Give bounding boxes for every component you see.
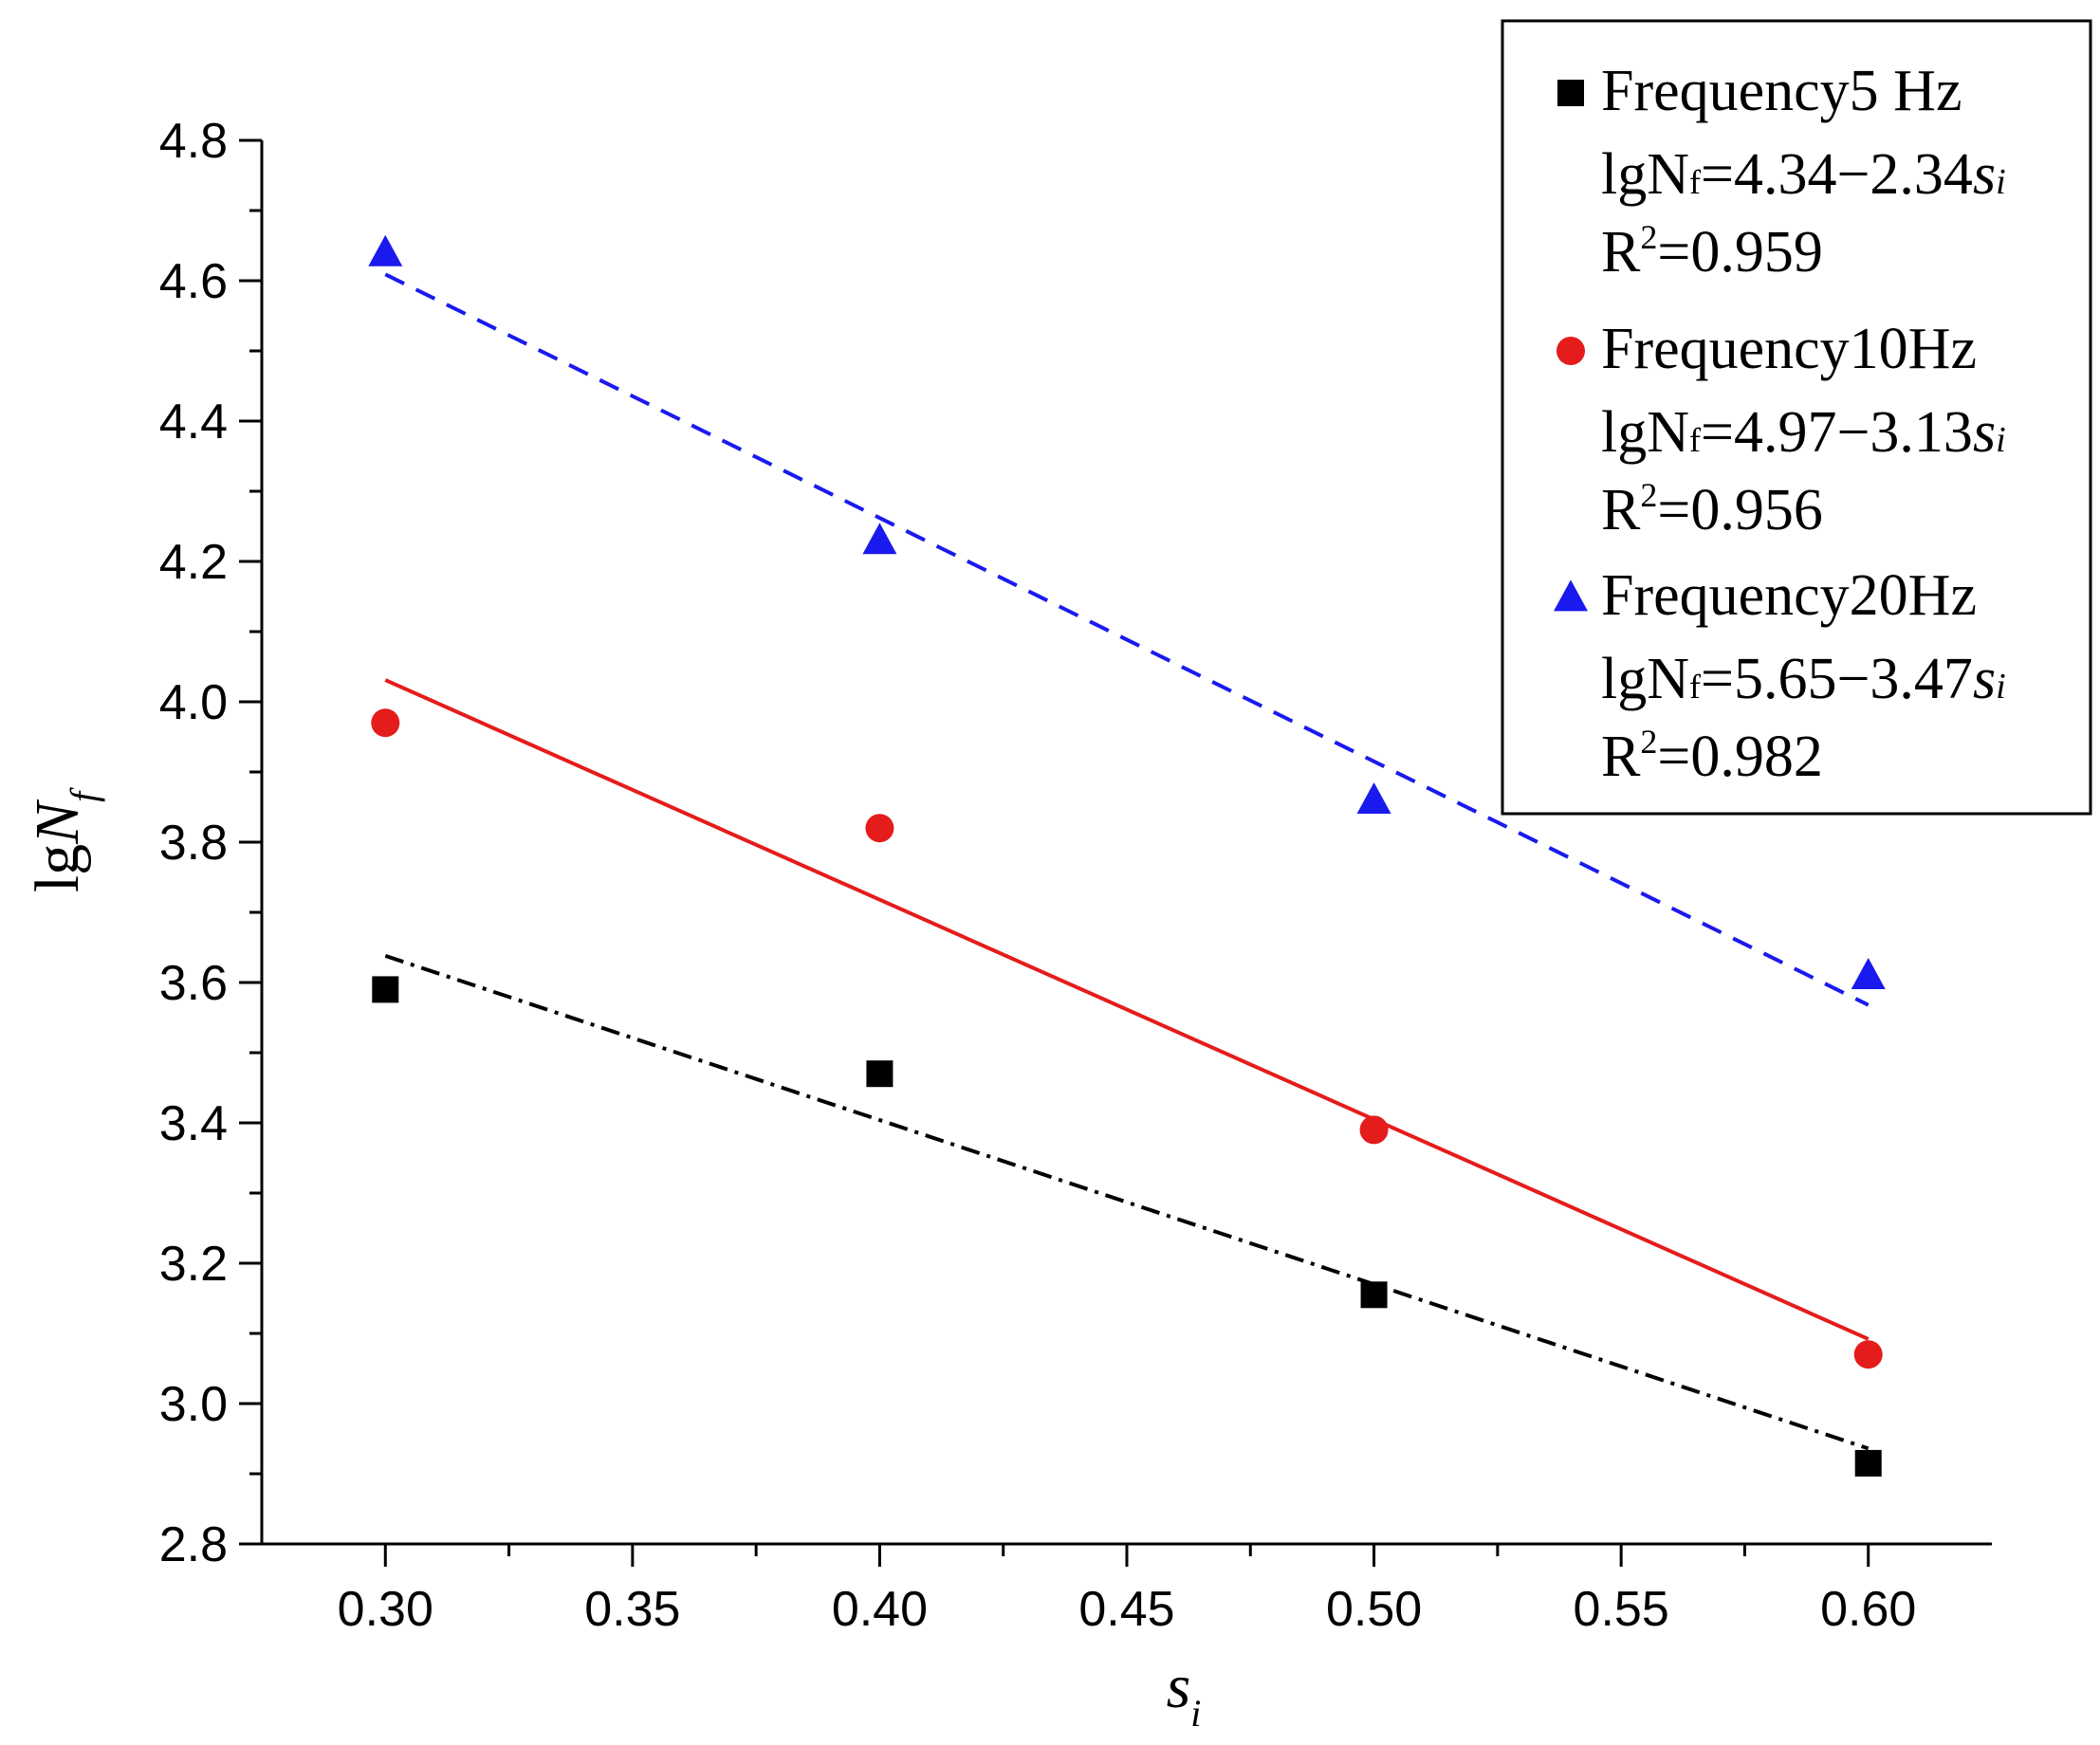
y-tick-label: 3.6 [159,956,228,1011]
legend-label-3: Frequency20Hz [1601,563,1977,628]
y-tick-label: 3.0 [159,1377,228,1432]
x-axis-title: si [1167,1652,1202,1735]
r2-prefix: R [1601,478,1641,542]
equation-var-sub: i [1996,162,2006,202]
data-point-s2-1 [371,708,400,738]
equation-prefix: lgN [1601,400,1689,465]
r2-sup: 2 [1640,723,1657,761]
equation-sub: f [1689,163,1701,201]
r2-prefix: R [1601,220,1641,285]
y-tick-label: 4.0 [159,675,228,730]
legend-equation-3: lgNf=5.65−3.47si [1601,647,2006,711]
data-point-s2-2 [865,814,894,843]
y-tick-label: 3.8 [159,816,228,871]
equation-prefix: lgN [1601,647,1689,711]
legend-label-1: Frequency5 Hz [1601,59,1962,123]
legend-r2-3: R2=0.982 [1601,723,1823,789]
r2-body: =0.959 [1657,220,1822,285]
legend-r2-2: R2=0.956 [1601,476,1823,542]
legend-r2-1: R2=0.959 [1601,218,1823,285]
r2-body: =0.956 [1657,478,1822,542]
y-tick-label: 2.8 [159,1517,228,1572]
legend-equation-2: lgNf=4.97−3.13si [1601,400,2006,465]
equation-var-sub: i [1996,667,2006,707]
r2-body: =0.982 [1657,725,1822,789]
fit-line-1 [384,953,1870,1451]
legend-marker-2 [1557,337,1585,365]
axes: 2.8 3.0 3.2 3.4 3.6 3.8 4.0 4.2 4.4 4.6 4.8 0.30 0.3… [159,114,1992,1637]
r2-sup: 2 [1640,476,1657,514]
axis-titles: si lgNf [23,787,1201,1735]
y-axis-title-var: N [23,799,92,845]
data-point-s1-3 [1360,1281,1388,1309]
legend: Frequency5 HzlgNf=4.34−2.34siR2=0.959Fre… [1501,19,2092,816]
fit-lines [384,272,1870,1451]
data-point-s3-3 [1356,782,1391,814]
r2-prefix: R [1601,725,1641,789]
data-point-s1-4 [1854,1449,1882,1477]
y-tick-label: 4.4 [159,395,228,450]
equation-prefix: lgN [1601,142,1689,207]
data-point-s1-1 [372,976,399,1003]
y-axis-title-main: lg [23,844,92,892]
equation-var: s [1973,647,1996,711]
legend-marker-3 [1554,579,1588,612]
y-tick-label: 4.8 [159,114,228,169]
legend-marker-1 [1557,80,1584,106]
equation-sub: f [1689,668,1701,706]
data-point-s2-3 [1359,1115,1389,1145]
fit-line-3 [384,272,1870,1007]
y-axis-title-sub: f [63,787,105,802]
equation-body: =4.97−3.13 [1701,400,1973,465]
equation-var-sub: i [1996,420,2006,460]
equation-var: s [1973,142,1996,207]
x-tick-label: 0.60 [1820,1582,1916,1637]
x-tick-label: 0.55 [1574,1582,1669,1637]
x-tick-label: 0.30 [338,1582,433,1637]
x-axis-title-main: s [1167,1652,1191,1721]
equation-body: =4.34−2.34 [1701,142,1973,207]
x-tick-label: 0.50 [1326,1582,1422,1637]
data-point-s1-2 [866,1060,893,1088]
data-point-s3-4 [1851,958,1886,989]
y-tick-label: 4.2 [159,535,228,590]
y-tick-label: 4.6 [159,254,228,309]
y-tick-label: 3.2 [159,1237,228,1292]
r2-sup: 2 [1640,218,1657,256]
legend-equation-1: lgNf=4.34−2.34si [1601,142,2006,207]
x-tick-label: 0.40 [832,1582,928,1637]
data-point-s3-1 [368,234,403,266]
data-points [368,234,1886,1477]
equation-sub: f [1689,421,1701,459]
x-tick-label: 0.45 [1078,1582,1174,1637]
fit-line-2 [384,678,1870,1341]
y-tick-label: 3.4 [159,1096,228,1151]
equation-body: =5.65−3.47 [1701,647,1973,711]
x-tick-label: 0.35 [584,1582,680,1637]
data-point-s3-2 [862,523,897,555]
y-axis-title: lgNf [23,787,105,892]
x-axis-title-sub: i [1190,1692,1201,1735]
data-point-s2-4 [1853,1340,1883,1369]
equation-var: s [1973,400,1996,465]
legend-label-2: Frequency10Hz [1601,317,1977,381]
legend-box [1501,19,2092,816]
